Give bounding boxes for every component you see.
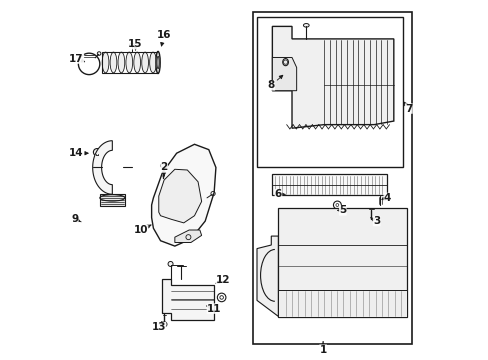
Ellipse shape [303,23,308,27]
Polygon shape [162,279,214,320]
Text: 16: 16 [157,30,171,46]
Text: 6: 6 [274,189,285,199]
Bar [100,194,124,206]
Bar [102,52,157,73]
Bar [257,18,403,167]
Text: 11: 11 [206,303,221,314]
Bar [278,291,406,317]
Text: 8: 8 [267,75,282,90]
Text: 12: 12 [215,275,230,285]
Polygon shape [159,169,201,223]
Ellipse shape [102,52,109,73]
Bar [278,207,406,317]
Polygon shape [93,141,112,194]
Text: 9: 9 [71,214,81,224]
Ellipse shape [160,164,165,167]
Ellipse shape [134,52,140,73]
Ellipse shape [126,52,132,73]
Polygon shape [272,58,296,91]
Bar [253,12,411,344]
Text: 1: 1 [319,342,326,355]
Ellipse shape [142,52,148,73]
Polygon shape [257,236,278,316]
Polygon shape [151,144,216,246]
Text: 15: 15 [128,39,142,50]
Circle shape [93,149,101,156]
Text: 17: 17 [69,54,84,64]
Text: 10: 10 [133,225,151,235]
Text: 7: 7 [403,102,412,113]
Circle shape [168,261,173,266]
Text: 3: 3 [369,216,380,226]
Ellipse shape [118,52,124,73]
Polygon shape [272,26,393,128]
Ellipse shape [156,51,160,73]
Circle shape [162,322,166,327]
Text: 4: 4 [381,193,390,203]
Text: 2: 2 [160,162,167,176]
Polygon shape [175,230,201,243]
Ellipse shape [110,52,117,73]
Text: 5: 5 [337,205,346,215]
Ellipse shape [149,52,156,73]
Bar [272,174,386,195]
Text: 14: 14 [69,148,88,158]
Ellipse shape [282,59,288,66]
Text: 13: 13 [151,322,166,332]
